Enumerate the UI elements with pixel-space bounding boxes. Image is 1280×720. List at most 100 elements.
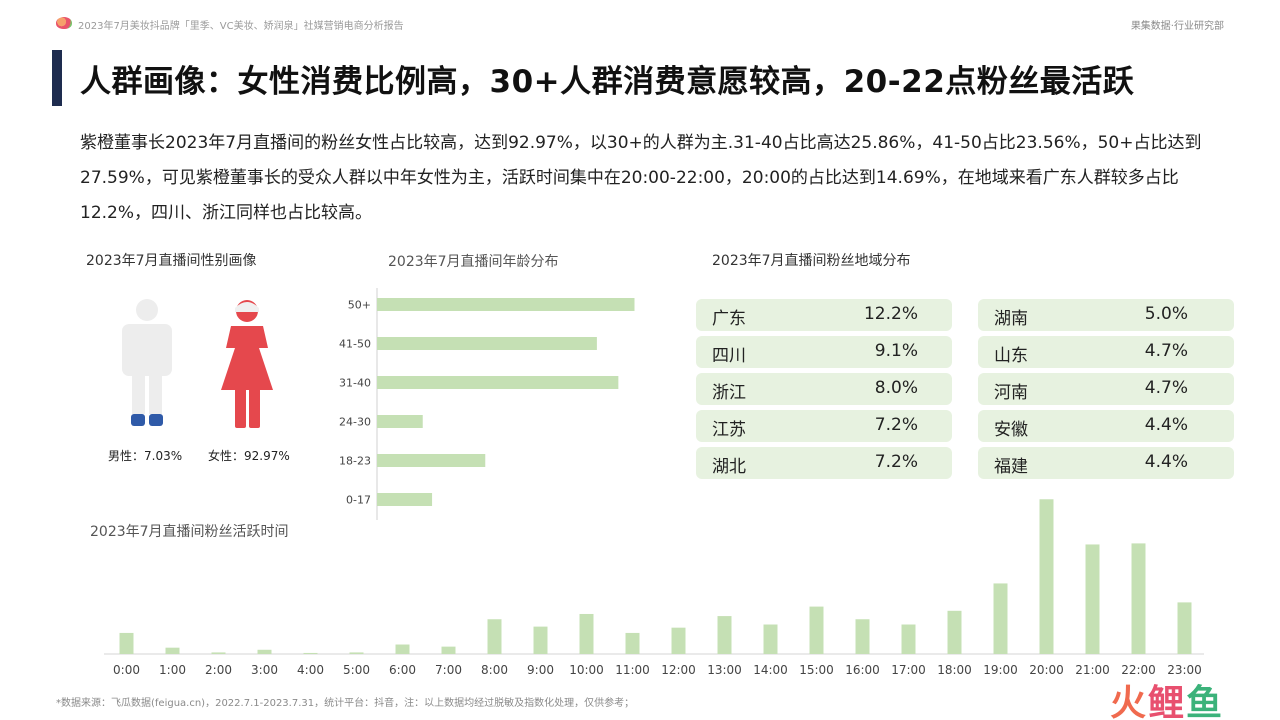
- hour-tick-label: 20:00: [1029, 663, 1064, 677]
- region-row: 四川 9.1%: [696, 336, 952, 368]
- hour-tick-label: 22:00: [1121, 663, 1156, 677]
- hour-tick-label: 8:00: [481, 663, 508, 677]
- hour-tick-label: 12:00: [661, 663, 696, 677]
- hour-tick-label: 17:00: [891, 663, 926, 677]
- region-row: 河南 4.7%: [978, 373, 1234, 405]
- hour-tick-label: 9:00: [527, 663, 554, 677]
- region-name: 江苏: [712, 420, 746, 440]
- region-row: 浙江 8.0%: [696, 373, 952, 405]
- watermark-char-1: 火: [1110, 683, 1149, 720]
- hour-bar: [809, 606, 824, 654]
- hour-bar: [947, 610, 962, 654]
- age-tick-label: 41-50: [339, 338, 371, 351]
- region-name: 山东: [994, 346, 1028, 366]
- region-name: 安徽: [994, 420, 1028, 440]
- region-value: 12.2%: [863, 304, 918, 324]
- age-tick-label: 24-30: [339, 416, 371, 429]
- age-chart-title: 2023年7月直播间年龄分布: [388, 254, 559, 270]
- region-value: 4.7%: [1144, 378, 1188, 398]
- age-tick-label: 50+: [348, 299, 371, 312]
- hour-bar: [1085, 544, 1100, 654]
- hour-bar: [855, 619, 870, 654]
- hour-bar: [1039, 499, 1054, 654]
- region-value: 4.4%: [1144, 415, 1188, 435]
- region-row: 安徽 4.4%: [978, 410, 1234, 442]
- region-name: 福建: [994, 457, 1028, 477]
- region-value: 8.0%: [874, 378, 918, 398]
- report-title: 2023年7月美妆抖品牌「里季、VC美妆、娇润泉」社媒营销电商分析报告: [78, 21, 404, 32]
- hour-bar: [257, 649, 272, 654]
- hour-chart-title: 2023年7月直播间粉丝活跃时间: [90, 524, 289, 540]
- region-value: 4.7%: [1144, 341, 1188, 361]
- hour-tick-label: 5:00: [343, 663, 370, 677]
- hour-bar: [349, 652, 364, 654]
- hour-tick-label: 3:00: [251, 663, 278, 677]
- hour-tick-label: 7:00: [435, 663, 462, 677]
- summary-paragraph: 紫橙董事长2023年7月直播间的粉丝女性占比较高，达到92.97%，以30+的人…: [80, 133, 1202, 223]
- female-share-label: 女性：92.97%: [208, 449, 290, 463]
- hour-bar: [441, 646, 456, 654]
- male-figure-icon: [122, 299, 172, 426]
- hour-bar: [395, 644, 410, 654]
- region-name: 河南: [994, 383, 1028, 403]
- age-bar: [377, 376, 619, 389]
- hour-bar: [671, 627, 686, 654]
- region-value: 9.1%: [874, 341, 918, 361]
- hour-bar: [901, 624, 916, 654]
- hour-bar: [487, 619, 502, 654]
- hour-bar-chart: 0:00 1:00 2:00 3:00 4:00 5:00 6:00 7:00 8:00 9:00…: [104, 499, 1204, 677]
- hour-tick-label: 16:00: [845, 663, 880, 677]
- age-bar: [377, 493, 433, 506]
- region-row: 山东 4.7%: [978, 336, 1234, 368]
- female-figure-icon: [221, 300, 273, 428]
- region-name: 湖北: [712, 457, 746, 477]
- age-bar-chart: 50+ 41-50 31-40 24-30 18-23 0-17: [339, 288, 635, 520]
- region-name: 浙江: [712, 383, 746, 403]
- data-source-footnote: *数据来源：飞瓜数据(feigua.cn)，2022.7.1-2023.7.31…: [56, 698, 635, 709]
- hour-bar: [303, 652, 318, 654]
- hour-bar: [579, 613, 594, 654]
- hour-tick-label: 4:00: [297, 663, 324, 677]
- hour-bar: [533, 626, 548, 654]
- region-row: 福建 4.4%: [978, 447, 1234, 479]
- region-name: 湖南: [994, 309, 1028, 329]
- hour-bar: [211, 652, 226, 654]
- hour-bar: [1177, 602, 1192, 654]
- hour-tick-label: 6:00: [389, 663, 416, 677]
- hour-tick-label: 18:00: [937, 663, 972, 677]
- male-share-label: 男性：7.03%: [108, 449, 183, 463]
- region-value: 7.2%: [874, 452, 918, 472]
- hour-tick-label: 10:00: [569, 663, 604, 677]
- hour-tick-label: 2:00: [205, 663, 232, 677]
- age-bar: [377, 415, 423, 428]
- hour-bar: [993, 583, 1008, 654]
- hour-bar: [1131, 543, 1146, 654]
- hour-tick-label: 19:00: [983, 663, 1018, 677]
- page-title: 人群画像：女性消费比例高，30+人群消费意愿较高，20-22点粉丝最活跃: [80, 64, 1135, 100]
- region-row: 湖南 5.0%: [978, 299, 1234, 331]
- hour-tick-label: 1:00: [159, 663, 186, 677]
- hour-bar: [763, 624, 778, 654]
- hour-bar: [165, 647, 180, 654]
- region-row: 湖北 7.2%: [696, 447, 952, 479]
- age-tick-label: 0-17: [346, 494, 371, 507]
- top-bar: 2023年7月美妆抖品牌「里季、VC美妆、娇润泉」社媒营销电商分析报告 果集数据…: [56, 14, 1224, 34]
- watermark-char-3: 鱼: [1186, 683, 1225, 720]
- hour-tick-label: 23:00: [1167, 663, 1202, 677]
- hour-tick-label: 15:00: [799, 663, 834, 677]
- region-name: 四川: [712, 346, 746, 366]
- age-tick-label: 31-40: [339, 377, 371, 390]
- hour-tick-label: 21:00: [1075, 663, 1110, 677]
- hour-bar: [625, 632, 640, 654]
- age-bar: [377, 337, 597, 350]
- watermark-char-2: 鲤: [1148, 683, 1187, 720]
- gender-section-title: 2023年7月直播间性别画像: [86, 253, 257, 269]
- title-accent-bar: [52, 50, 62, 106]
- age-tick-label: 18-23: [339, 455, 371, 468]
- region-value: 5.0%: [1144, 304, 1188, 324]
- brand-name: 果集数据·行业研究部: [1130, 21, 1224, 32]
- region-row: 广东 12.2%: [696, 299, 952, 331]
- brand-logo-icon: [56, 17, 72, 29]
- hour-bar: [717, 616, 732, 654]
- hour-tick-label: 14:00: [753, 663, 788, 677]
